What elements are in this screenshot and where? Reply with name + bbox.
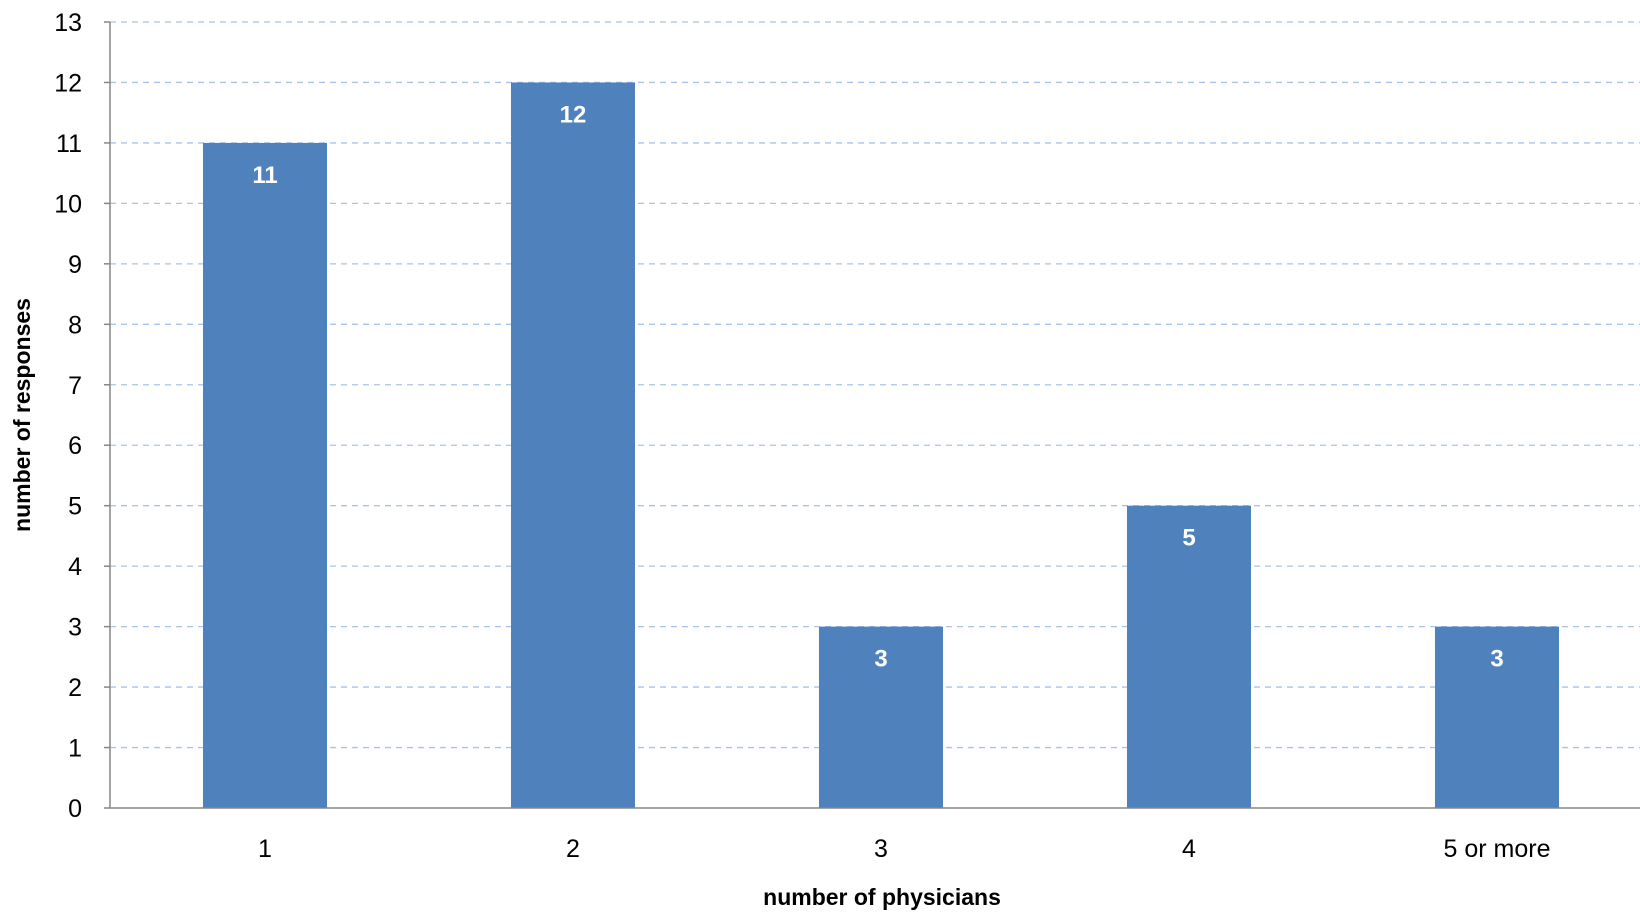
y-tick-label: 6	[68, 432, 82, 460]
x-tick-label: 4	[1182, 835, 1196, 863]
x-tick-label: 1	[258, 835, 272, 863]
bar-2	[511, 82, 635, 808]
y-tick-label: 11	[56, 130, 82, 158]
bar-1	[203, 142, 327, 808]
x-tick-label: 2	[566, 835, 580, 863]
bars	[203, 82, 1559, 808]
y-tick-label: 5	[68, 493, 82, 521]
x-tick-label: 5 or more	[1444, 835, 1551, 863]
data-label: 3	[1490, 646, 1503, 673]
y-tick-label: 7	[68, 372, 82, 400]
y-tick-label: 13	[54, 9, 82, 37]
bar-4	[1127, 505, 1251, 808]
data-label: 5	[1182, 525, 1195, 552]
y-tick-label: 12	[54, 69, 82, 97]
y-tick-label: 3	[68, 614, 82, 642]
y-tick-label: 0	[68, 795, 82, 823]
x-axis-title: number of physicians	[763, 884, 1001, 910]
y-tick-label: 2	[68, 674, 82, 702]
data-label: 11	[252, 162, 277, 189]
y-tick-label: 10	[54, 190, 82, 218]
bar-3	[819, 626, 943, 808]
y-tick-label: 1	[68, 735, 82, 763]
bar-5-or-more	[1435, 626, 1559, 808]
data-label: 12	[560, 101, 587, 128]
y-tick-label: 8	[68, 311, 82, 339]
data-labels: 11 12 3 5 3	[252, 101, 1503, 672]
y-axis-title: number of responses	[9, 298, 35, 532]
y-tick-label: 9	[68, 251, 82, 279]
x-tick-labels: 1 2 3 4 5 or more	[258, 835, 1550, 863]
data-label: 3	[874, 646, 887, 673]
x-tick-label: 3	[874, 835, 888, 863]
axes	[104, 21, 1640, 809]
y-tick-label: 4	[68, 553, 82, 581]
